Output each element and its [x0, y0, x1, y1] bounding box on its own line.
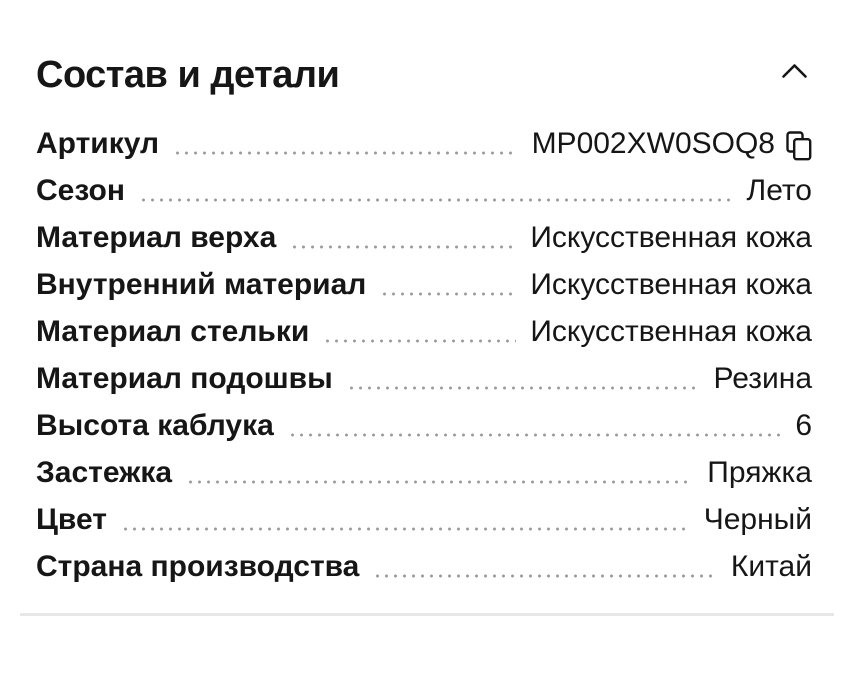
attribute-value: Искусственная кожа — [530, 314, 812, 348]
attribute-label: Внутренний материал — [36, 267, 367, 301]
dotted-leader — [373, 573, 717, 578]
section-title: Состав и детали — [36, 54, 340, 96]
attribute-value: MP002XW0SOQ8 — [531, 126, 775, 160]
attribute-value: Искусственная кожа — [530, 267, 812, 301]
dotted-leader — [290, 244, 517, 249]
dotted-leader — [323, 338, 517, 343]
attribute-row: Страна производства Китай — [36, 543, 812, 590]
dotted-leader — [186, 479, 694, 484]
attribute-label: Застежка — [36, 455, 173, 489]
attribute-row: Материал стельки Искусственная кожа — [36, 308, 812, 355]
section-divider — [20, 613, 834, 616]
attribute-value: Лето — [746, 173, 812, 207]
attribute-row: Высота каблука 6 — [36, 402, 812, 449]
copy-button[interactable] — [786, 130, 812, 164]
attribute-row: Материал подошвы Резина — [36, 355, 812, 402]
dotted-leader — [120, 526, 690, 531]
attribute-row: Цвет Черный — [36, 496, 812, 543]
attribute-value: Китай — [730, 549, 812, 583]
attributes-list: Артикул MP002XW0SOQ8 Сезон Лето Материал… — [36, 120, 812, 590]
attribute-label: Материал стельки — [36, 314, 310, 348]
dotted-leader — [138, 197, 733, 202]
chevron-up-icon — [781, 64, 808, 82]
attribute-value: Пряжка — [707, 455, 812, 489]
attribute-label: Артикул — [36, 126, 160, 160]
dotted-leader — [346, 385, 700, 390]
dotted-leader — [287, 432, 782, 437]
attribute-value: Искусственная кожа — [530, 220, 812, 254]
attribute-row: Сезон Лето — [36, 167, 812, 214]
attribute-row: Застежка Пряжка — [36, 449, 812, 496]
attribute-value: Черный — [703, 502, 812, 536]
attribute-value: 6 — [795, 408, 812, 442]
attribute-label: Материал подошвы — [36, 361, 333, 395]
section-header[interactable]: Состав и детали — [36, 56, 812, 94]
attribute-value: Резина — [713, 361, 812, 395]
attribute-label: Страна производства — [36, 549, 360, 583]
collapse-section-button[interactable] — [781, 62, 808, 79]
dotted-leader — [380, 291, 517, 296]
attribute-row: Артикул MP002XW0SOQ8 — [36, 120, 812, 167]
attribute-label: Цвет — [36, 502, 107, 536]
copy-icon — [786, 130, 812, 164]
attribute-label: Высота каблука — [36, 408, 274, 442]
attribute-label: Сезон — [36, 173, 125, 207]
attribute-row: Внутренний материал Искусственная кожа — [36, 261, 812, 308]
dotted-leader — [173, 150, 518, 155]
attribute-row: Материал верха Искусственная кожа — [36, 214, 812, 261]
attribute-label: Материал верха — [36, 220, 277, 254]
